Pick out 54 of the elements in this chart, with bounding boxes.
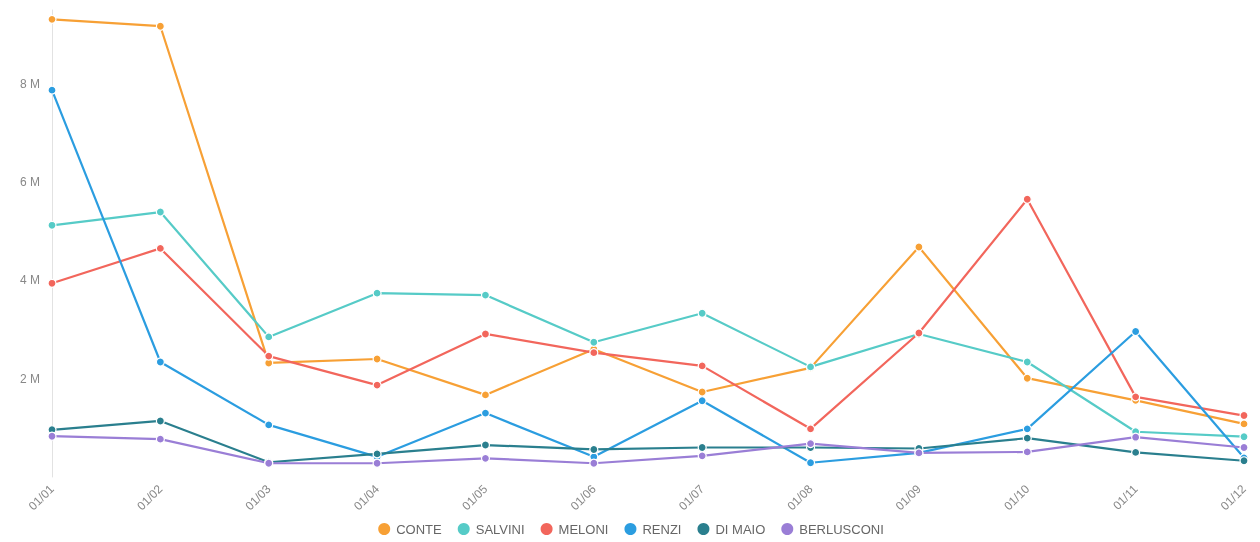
point [264,420,274,430]
point [264,332,274,342]
point [155,357,165,367]
point [914,242,924,252]
legend-label: RENZI [642,521,682,537]
y-tick-label: 4 M [19,273,40,288]
point [1239,419,1249,429]
legend-label: CONTE [396,521,443,537]
point [805,458,816,468]
point [480,329,491,339]
point [1022,194,1032,204]
point [47,85,57,95]
point [697,361,707,371]
point [589,337,599,347]
point [480,408,491,418]
point [480,390,491,400]
legend-label: BERLUSCONI [799,521,884,537]
point [589,348,599,358]
point [372,458,382,468]
point [155,21,165,31]
point [480,440,491,450]
point [697,308,707,318]
point [47,278,57,288]
point [372,380,382,390]
point [480,290,491,300]
point [697,396,707,406]
point [1239,410,1249,421]
point [372,288,382,298]
point [1022,447,1032,457]
point [1022,433,1032,443]
point [1131,432,1141,442]
point [155,416,165,426]
point [1022,373,1032,383]
point [805,424,816,434]
point [1022,424,1032,434]
point [47,14,57,24]
legend-label: MELONI [558,521,609,537]
y-tick-label: 8 M [19,76,40,91]
legend-label: DI MAIO [715,521,766,537]
point [1239,432,1249,442]
point [1022,357,1032,367]
point [589,458,599,468]
point [155,207,165,217]
y-tick-label: 2 M [19,371,40,386]
legend-label: SALVINI [475,521,525,537]
y-tick-label: 6 M [19,175,40,190]
point [372,354,382,364]
point [264,351,274,361]
point [805,438,816,449]
point [697,387,707,397]
point [697,451,707,461]
point [47,220,57,230]
point [47,431,57,441]
point [155,434,165,444]
